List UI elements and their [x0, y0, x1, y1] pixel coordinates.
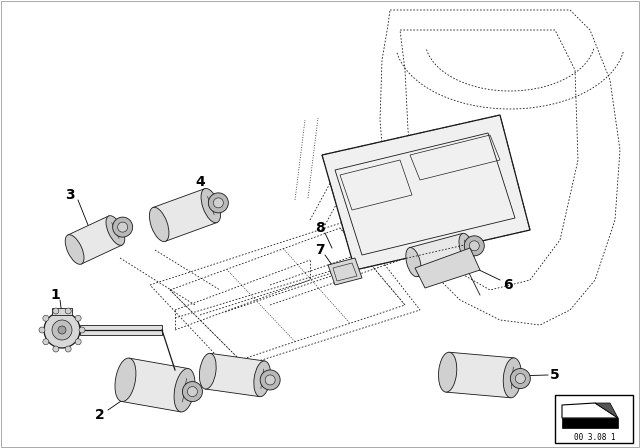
Circle shape	[58, 326, 66, 334]
Circle shape	[464, 236, 484, 256]
Ellipse shape	[174, 368, 195, 412]
Circle shape	[44, 312, 80, 348]
Polygon shape	[68, 216, 122, 264]
Text: 3: 3	[65, 188, 75, 202]
Circle shape	[209, 193, 228, 213]
Polygon shape	[562, 418, 618, 428]
Text: 2: 2	[95, 408, 105, 422]
Text: 00 3.08 1: 00 3.08 1	[574, 432, 616, 441]
Ellipse shape	[65, 235, 84, 264]
Ellipse shape	[406, 248, 421, 277]
Polygon shape	[322, 115, 530, 270]
Polygon shape	[52, 308, 72, 315]
Circle shape	[260, 370, 280, 390]
Polygon shape	[328, 258, 362, 285]
Circle shape	[75, 339, 81, 345]
Text: 7: 7	[315, 243, 325, 257]
Polygon shape	[410, 233, 470, 276]
Bar	[555, 395, 633, 443]
Circle shape	[39, 327, 45, 333]
Circle shape	[43, 339, 49, 345]
Ellipse shape	[115, 358, 136, 401]
Polygon shape	[80, 325, 162, 335]
Circle shape	[75, 315, 81, 321]
Circle shape	[469, 241, 479, 251]
Circle shape	[265, 375, 275, 385]
Circle shape	[65, 308, 71, 314]
Text: 8: 8	[315, 221, 325, 235]
Ellipse shape	[459, 233, 474, 263]
Ellipse shape	[201, 189, 221, 223]
Ellipse shape	[106, 215, 125, 246]
Circle shape	[188, 387, 197, 396]
Circle shape	[53, 346, 59, 352]
Ellipse shape	[503, 358, 522, 398]
Polygon shape	[122, 358, 188, 412]
Text: 5: 5	[550, 368, 560, 382]
Circle shape	[510, 369, 531, 388]
Circle shape	[43, 315, 49, 321]
Circle shape	[118, 222, 127, 232]
Polygon shape	[415, 248, 480, 288]
Circle shape	[53, 308, 59, 314]
Circle shape	[182, 382, 202, 401]
Circle shape	[79, 327, 85, 333]
Ellipse shape	[200, 353, 216, 389]
Polygon shape	[153, 189, 217, 241]
Polygon shape	[205, 353, 265, 396]
Ellipse shape	[149, 207, 169, 241]
Circle shape	[515, 374, 525, 383]
Circle shape	[65, 346, 71, 352]
Circle shape	[213, 198, 223, 208]
Polygon shape	[595, 403, 618, 418]
Ellipse shape	[438, 352, 457, 392]
Polygon shape	[446, 352, 514, 398]
Text: 1: 1	[50, 288, 60, 302]
Text: 4: 4	[195, 175, 205, 189]
Circle shape	[113, 217, 132, 237]
Text: 6: 6	[503, 278, 513, 292]
Ellipse shape	[254, 361, 271, 396]
Circle shape	[52, 320, 72, 340]
